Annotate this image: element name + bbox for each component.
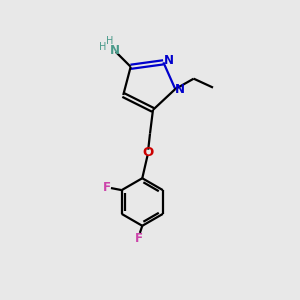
Text: N: N (164, 54, 173, 67)
Text: H: H (99, 42, 106, 52)
Text: H: H (106, 36, 114, 46)
Text: F: F (103, 181, 111, 194)
Text: N: N (110, 44, 120, 57)
Text: O: O (142, 146, 153, 159)
Text: F: F (135, 232, 143, 245)
Text: N: N (175, 82, 185, 96)
